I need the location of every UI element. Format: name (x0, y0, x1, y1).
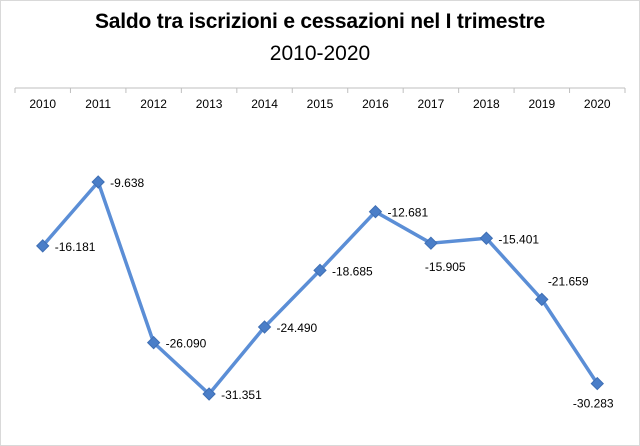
data-label: -12.681 (387, 206, 428, 220)
chart-subtitle: 2010-2020 (269, 42, 371, 65)
data-label: -15.905 (425, 260, 466, 274)
x-tick-label: 2017 (418, 97, 445, 111)
data-point-marker (257, 320, 272, 334)
series-line (41, 180, 599, 396)
data-point-marker (202, 387, 216, 401)
x-tick-label: 2020 (584, 97, 611, 111)
data-label: -16.181 (55, 240, 96, 254)
x-tick-label: 2010 (29, 97, 56, 111)
data-label: -18.685 (332, 264, 373, 278)
data-point-marker (146, 335, 161, 350)
x-tick-label: 2014 (251, 97, 278, 111)
x-tick-label: 2019 (528, 97, 555, 111)
data-label: -30.283 (573, 397, 614, 411)
x-tick-label: 2011 (85, 97, 111, 111)
data-label: -26.090 (166, 337, 207, 351)
data-point-marker (479, 231, 494, 245)
data-label: -9.638 (110, 176, 144, 190)
data-label: -15.401 (498, 232, 539, 246)
x-tick-label: 2012 (140, 97, 167, 111)
data-label: -21.659 (548, 274, 589, 288)
x-tick-label: 2016 (362, 97, 389, 111)
data-label: -31.351 (221, 388, 262, 402)
data-point-marker (36, 239, 50, 253)
data-label: -24.490 (277, 321, 318, 335)
data-point-marker (535, 292, 549, 307)
x-tick-label: 2015 (307, 97, 334, 111)
x-tick-label: 2018 (473, 97, 500, 111)
data-point-marker (91, 175, 105, 189)
x-tick-label: 2013 (196, 97, 223, 111)
data-point-marker (590, 376, 604, 391)
chart-title: Saldo tra iscrizioni e cessazioni nel I … (94, 10, 546, 33)
data-point-marker (313, 263, 327, 278)
data-point-marker (424, 236, 438, 250)
data-point-marker (368, 205, 383, 219)
